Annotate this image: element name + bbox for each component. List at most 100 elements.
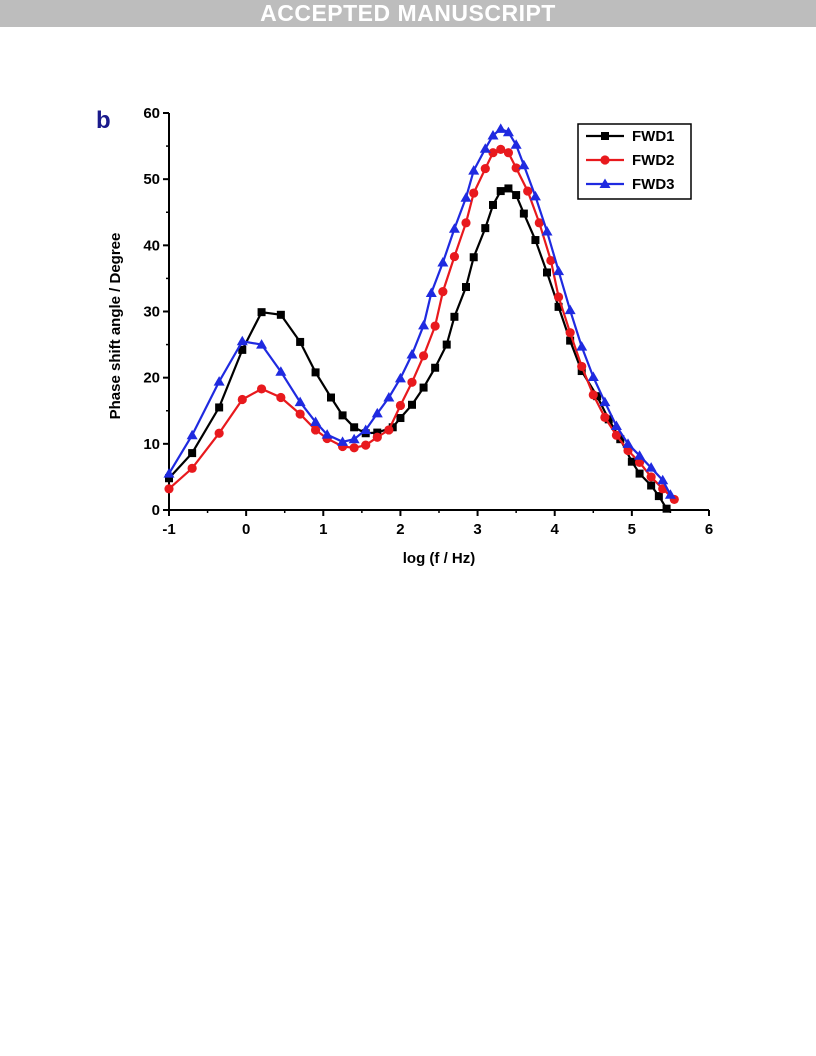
panel-label: b	[96, 107, 111, 134]
data-point	[338, 411, 347, 420]
data-point	[406, 349, 418, 359]
data-point	[276, 310, 285, 319]
legend-label: FWD2	[632, 152, 675, 169]
data-point	[394, 372, 406, 383]
y-tick-label: 40	[143, 237, 160, 254]
legend-marker	[601, 132, 609, 140]
accepted-manuscript-banner: ACCEPTED MANUSCRIPT	[0, 0, 816, 27]
data-point	[396, 414, 405, 423]
series-fwd2	[164, 144, 679, 505]
data-point	[541, 225, 553, 236]
data-point	[504, 184, 513, 193]
legend-marker	[600, 155, 610, 165]
data-point	[623, 445, 633, 456]
x-tick-label: 2	[396, 521, 404, 538]
data-point	[321, 429, 333, 439]
data-point	[448, 223, 460, 233]
data-point	[408, 400, 416, 409]
y-tick-label: 50	[143, 171, 160, 188]
data-point	[480, 163, 490, 174]
data-point	[577, 367, 586, 376]
data-point	[438, 287, 448, 297]
data-point	[600, 412, 610, 422]
data-point	[489, 200, 497, 209]
x-tick-label: 6	[705, 521, 713, 538]
data-point	[296, 337, 305, 346]
data-point	[449, 251, 460, 262]
data-point	[418, 351, 429, 361]
data-point	[554, 302, 563, 311]
y-tick-label: 0	[152, 502, 160, 519]
data-point	[360, 424, 372, 434]
data-point	[564, 304, 576, 315]
x-tick-label: 4	[551, 521, 560, 538]
data-point	[187, 463, 197, 473]
y-tick-label: 60	[143, 105, 160, 122]
y-tick-label: 20	[143, 370, 160, 387]
data-point	[599, 396, 611, 407]
data-point	[450, 312, 459, 321]
data-point	[534, 218, 544, 228]
data-point	[518, 159, 530, 170]
legend-marker	[599, 178, 611, 188]
data-point	[645, 462, 657, 472]
data-point	[461, 218, 471, 228]
data-point	[164, 484, 174, 494]
data-point	[503, 148, 514, 158]
data-point	[430, 321, 440, 331]
data-point	[460, 192, 472, 202]
x-tick-label: 5	[628, 521, 636, 538]
data-point	[311, 368, 320, 377]
data-point	[188, 449, 197, 458]
data-point	[462, 283, 470, 292]
data-point	[419, 383, 428, 392]
x-axis-label: log (f / Hz)	[403, 550, 475, 567]
data-point	[275, 366, 287, 376]
legend-label: FWD1	[632, 128, 675, 145]
data-point	[395, 400, 406, 411]
data-point	[327, 393, 335, 402]
data-point	[442, 340, 451, 349]
data-point	[546, 255, 556, 266]
data-point	[349, 443, 359, 453]
legend: FWD1 FWD2 FWD3	[577, 123, 692, 200]
y-axis-label: Phase shift angle / Degree	[107, 233, 124, 420]
data-point	[481, 224, 490, 233]
x-tick-label: 0	[242, 521, 250, 538]
data-point	[384, 425, 394, 435]
data-point	[256, 339, 268, 349]
data-point	[646, 472, 656, 482]
data-point	[654, 492, 663, 501]
data-point	[294, 396, 306, 407]
data-point	[295, 409, 305, 419]
data-point	[215, 403, 224, 412]
data-point	[657, 474, 669, 485]
data-point	[468, 165, 480, 175]
data-point	[587, 371, 599, 382]
data-point	[519, 209, 528, 218]
series-layer	[163, 123, 679, 513]
data-point	[165, 474, 173, 483]
data-point	[256, 384, 267, 394]
data-point	[610, 420, 622, 430]
data-point	[576, 341, 588, 351]
data-point	[257, 308, 266, 317]
data-point	[407, 377, 417, 387]
data-point	[664, 489, 676, 499]
data-point	[383, 392, 395, 402]
data-point	[588, 390, 598, 400]
data-point	[310, 425, 321, 435]
data-point	[214, 428, 224, 438]
data-point	[488, 148, 498, 158]
data-point	[529, 190, 541, 201]
data-point	[511, 163, 521, 173]
data-point	[512, 191, 521, 200]
data-point	[469, 188, 479, 198]
data-point	[418, 319, 430, 330]
data-point	[276, 392, 286, 403]
data-point	[647, 481, 656, 490]
data-point	[371, 407, 383, 418]
data-point	[531, 236, 540, 245]
